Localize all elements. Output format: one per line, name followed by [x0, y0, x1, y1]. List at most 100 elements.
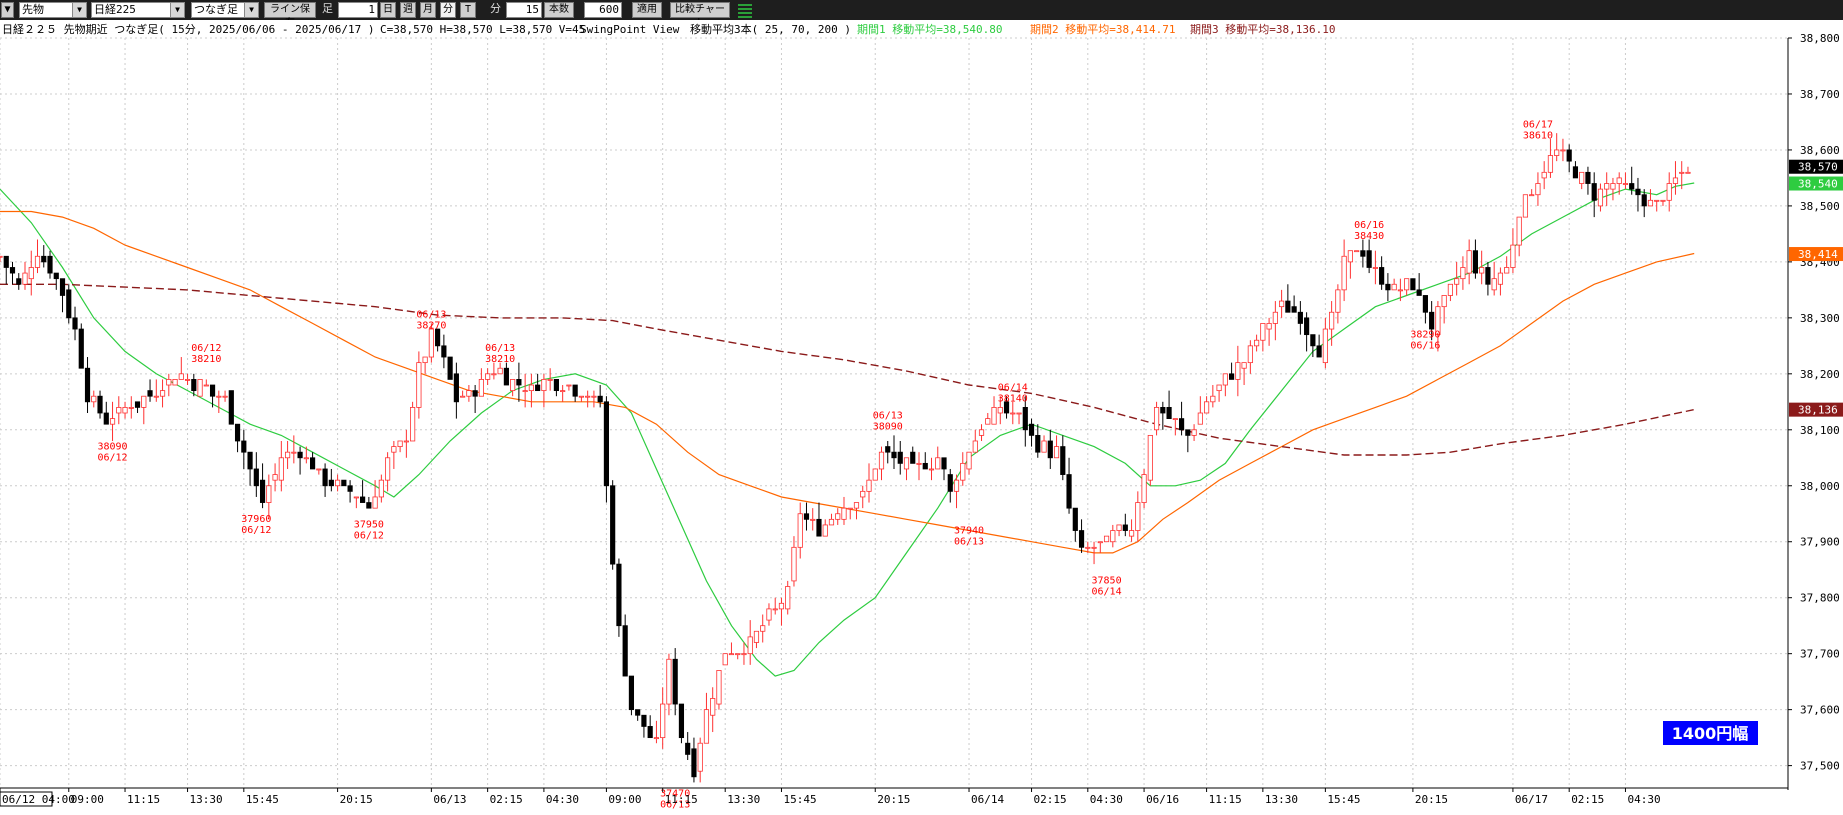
candle [1241, 362, 1247, 386]
candle-body-down [535, 384, 541, 392]
candle-body-down [241, 440, 247, 453]
market-select[interactable]: 先物 ▼ [19, 2, 87, 18]
compare-chart-button[interactable]: 比較チャート [670, 2, 730, 29]
candle-body-up [303, 457, 309, 460]
unit-minute-button[interactable]: 分 [440, 2, 456, 18]
minute-label: 分 [490, 2, 501, 15]
candle-body-down [3, 255, 9, 268]
candle-body-up [510, 379, 516, 392]
candle [116, 396, 122, 425]
candle-body-up [1647, 199, 1654, 207]
candle [691, 737, 697, 783]
candle [516, 362, 522, 402]
unit-day-button[interactable]: 日 [380, 2, 396, 18]
candle-body-up [1497, 272, 1504, 285]
candle-body-up [178, 373, 184, 380]
candle-body-up [159, 390, 166, 397]
candle [610, 480, 616, 570]
indicator-list-icon[interactable] [736, 2, 754, 18]
candle [1391, 278, 1397, 291]
candle-body-down [641, 714, 647, 727]
price-tag-bg [1789, 402, 1843, 417]
candle-body-up [203, 384, 209, 387]
time-tick-label: 06/16 [1146, 793, 1179, 806]
ma-summary: 移動平均3本( 25, 70, 200 ) [690, 22, 851, 36]
candle-body-down [253, 468, 259, 487]
candle-body-up [1404, 278, 1410, 291]
instrument-select[interactable]: 日経225 ▼ [91, 2, 185, 18]
candle-body-up [728, 653, 735, 656]
candle [785, 580, 791, 615]
candle [84, 357, 91, 413]
candle [385, 452, 391, 492]
unit-tick-button[interactable]: T [460, 2, 476, 18]
candle [947, 468, 953, 503]
candle-body-up [866, 479, 872, 492]
candle-body-down [503, 367, 509, 386]
candle-body-up [991, 407, 997, 425]
candle [828, 513, 835, 526]
candle [1172, 418, 1178, 436]
count-label-button[interactable]: 本数 [544, 2, 574, 18]
candle [685, 732, 691, 761]
candle [997, 396, 1003, 425]
count-input[interactable]: 600 [584, 2, 622, 18]
candle-body-up [985, 418, 991, 425]
candle-body-up [560, 390, 566, 393]
unit-week-button[interactable]: 週 [400, 2, 416, 18]
candle-body-up [1347, 250, 1353, 263]
candle-body-down [885, 446, 891, 453]
candle-body-down [1066, 474, 1072, 509]
candle [1466, 239, 1472, 285]
candle-body-up [1128, 530, 1135, 537]
line-save-button[interactable]: ライン保存 [264, 2, 316, 29]
candle [966, 451, 972, 475]
candle-body-up [1116, 524, 1122, 531]
price-tag-bg [1789, 247, 1843, 262]
menu-dropdown-button[interactable]: ▼ [1, 2, 14, 18]
unit-month-button[interactable]: 月 [420, 2, 436, 18]
candle-body-down [328, 479, 334, 487]
candle [234, 423, 241, 453]
candle [872, 468, 878, 481]
candle-body-down [597, 395, 603, 403]
candle-body-down [941, 457, 947, 470]
candle-body-up [153, 395, 159, 398]
candle [547, 368, 553, 391]
candle-body-up [1479, 267, 1485, 274]
minute-input[interactable]: 15 [506, 2, 542, 18]
candle [1385, 273, 1391, 302]
candle [1516, 216, 1522, 257]
candle [159, 379, 166, 408]
candle-body-up [1335, 289, 1341, 313]
candle-body-up [760, 625, 766, 632]
ma3-readout: 期間3 移動平均=38,136.10 [1190, 22, 1335, 36]
candle [1072, 507, 1078, 542]
candle-body-up [1454, 278, 1460, 285]
candle-body-down [1122, 524, 1128, 531]
candle-body-up [1372, 267, 1378, 269]
candle-body-down [234, 423, 241, 442]
candle [672, 648, 678, 716]
candle [1053, 435, 1060, 459]
chart-header: 日経２２５ 先物期近 つなぎ足( 15分, 2025/06/06 - 2025/… [2, 22, 1335, 36]
candle-body-up [410, 407, 416, 442]
price-tick-label: 38,300 [1800, 312, 1840, 325]
candle [328, 468, 334, 492]
candlestick-chart[interactable]: 日経２２５ 先物期近 つなぎ足( 15分, 2025/06/06 - 2025/… [0, 20, 1843, 815]
candle [59, 278, 66, 313]
candle-body-up [1091, 546, 1097, 549]
candle-body-down [1047, 440, 1053, 459]
price-tag-ma1: 38,540 [1789, 176, 1843, 191]
price-tag-bg [1789, 176, 1843, 191]
candle-body-up [547, 379, 553, 381]
apply-button[interactable]: 適用 [632, 2, 662, 18]
candle [203, 379, 209, 387]
bar-count-input[interactable]: 1 [338, 2, 378, 18]
chart-type-select[interactable]: つなぎ足 ▼ [191, 2, 259, 18]
candle [209, 384, 216, 408]
